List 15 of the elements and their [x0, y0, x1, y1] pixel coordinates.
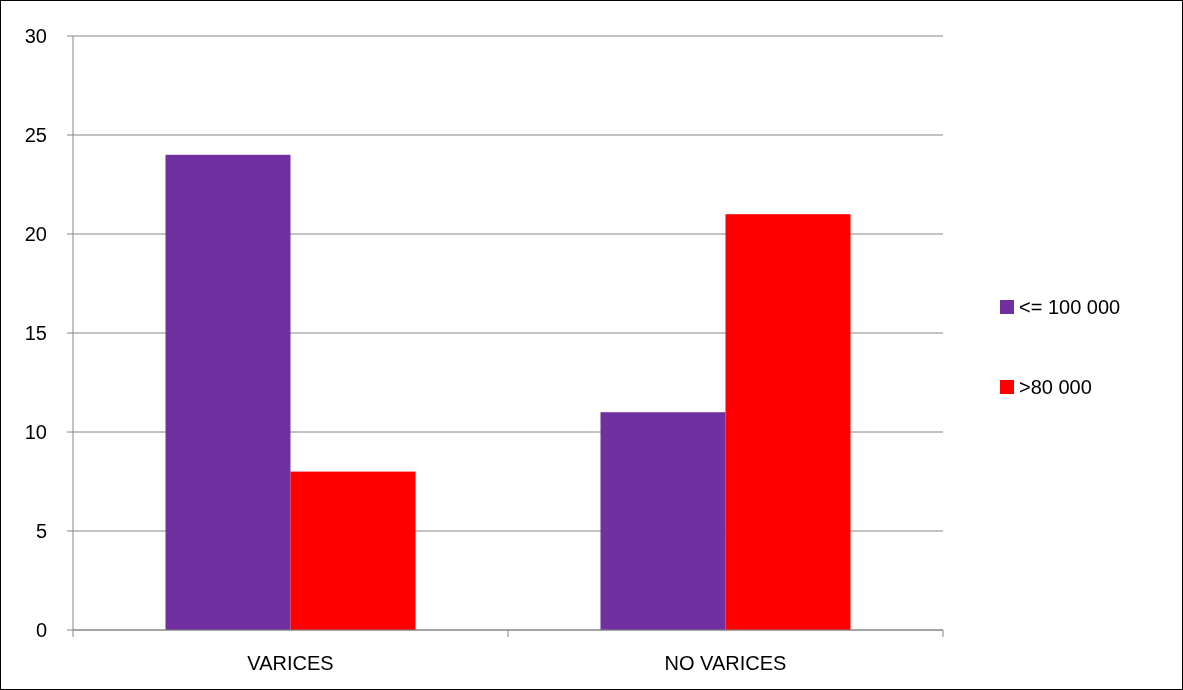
x-tick-label: VARICES: [247, 652, 334, 674]
y-tick-label: 30: [24, 25, 47, 47]
y-tick-label: 20: [24, 223, 47, 245]
y-tick-label: 0: [35, 619, 47, 641]
bar: [725, 214, 851, 630]
y-tick-label: 10: [24, 421, 47, 443]
y-tick-label: 25: [24, 124, 47, 146]
y-tick-label: 5: [35, 520, 47, 542]
bar: [290, 471, 416, 630]
y-tick-label: 15: [24, 322, 47, 344]
bar: [165, 154, 291, 630]
x-tick-label: NO VARICES: [664, 652, 787, 674]
bar: [600, 412, 726, 630]
legend-label: <= 100 000: [1019, 296, 1121, 318]
legend-label: >80 000: [1019, 376, 1092, 398]
